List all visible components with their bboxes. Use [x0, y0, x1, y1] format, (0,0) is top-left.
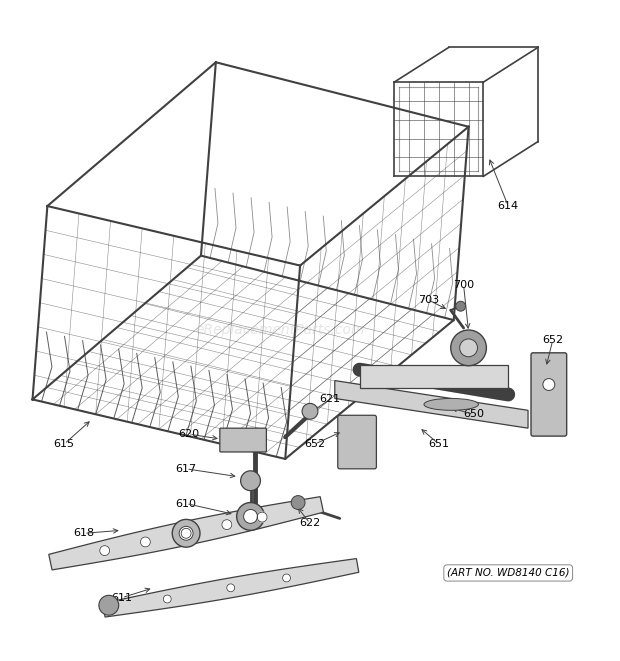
Circle shape [227, 584, 235, 592]
Circle shape [257, 512, 267, 522]
Polygon shape [103, 559, 359, 617]
Text: 652: 652 [304, 439, 326, 449]
FancyBboxPatch shape [220, 428, 267, 452]
Text: 621: 621 [319, 395, 340, 405]
Circle shape [456, 301, 466, 311]
FancyBboxPatch shape [338, 415, 376, 469]
Text: 622: 622 [299, 518, 321, 528]
Text: 652: 652 [542, 335, 564, 345]
Circle shape [244, 510, 257, 524]
Text: 700: 700 [453, 280, 474, 290]
Polygon shape [49, 496, 324, 570]
Circle shape [181, 528, 191, 538]
Circle shape [543, 379, 555, 391]
Circle shape [172, 520, 200, 547]
Text: eReplacementParts.com: eReplacementParts.com [195, 323, 365, 337]
Polygon shape [335, 381, 528, 428]
Circle shape [451, 330, 487, 366]
Circle shape [163, 595, 171, 603]
Circle shape [237, 502, 264, 530]
FancyBboxPatch shape [360, 365, 508, 387]
Text: 650: 650 [463, 409, 484, 419]
Circle shape [179, 526, 193, 540]
Text: 611: 611 [111, 593, 132, 603]
Ellipse shape [424, 399, 479, 410]
Text: 617: 617 [175, 464, 197, 474]
Text: 703: 703 [418, 295, 440, 305]
Circle shape [222, 520, 232, 529]
Circle shape [241, 471, 260, 490]
Text: 620: 620 [179, 429, 200, 439]
Circle shape [302, 403, 318, 419]
Text: 615: 615 [54, 439, 75, 449]
Text: 614: 614 [498, 201, 519, 211]
Text: (ART NO. WD8140 C16): (ART NO. WD8140 C16) [447, 568, 569, 578]
Circle shape [141, 537, 151, 547]
Circle shape [100, 545, 110, 555]
FancyBboxPatch shape [531, 353, 567, 436]
Circle shape [99, 596, 118, 615]
Circle shape [291, 496, 305, 510]
Text: 618: 618 [74, 528, 95, 538]
Text: 610: 610 [175, 498, 197, 508]
Circle shape [459, 339, 477, 357]
Circle shape [283, 574, 291, 582]
Text: 651: 651 [428, 439, 450, 449]
